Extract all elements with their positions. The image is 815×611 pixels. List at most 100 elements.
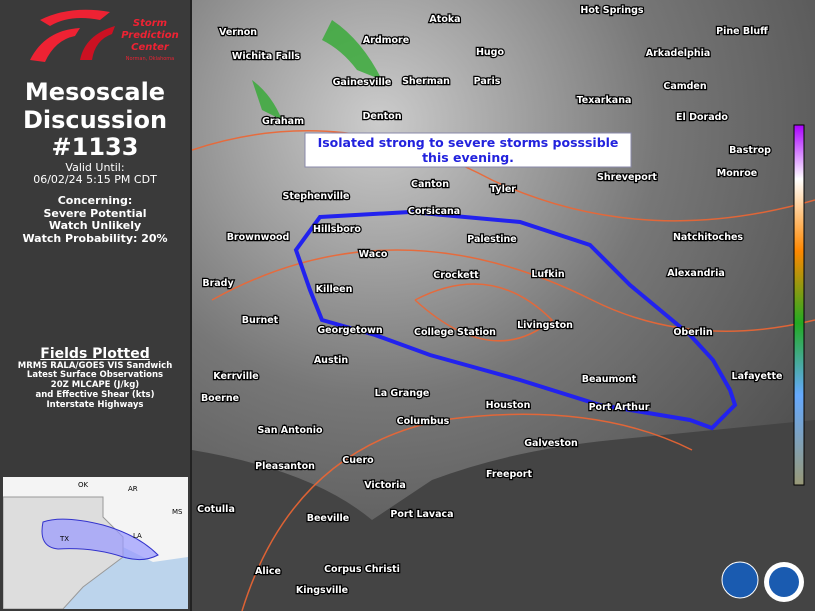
inset-area xyxy=(41,518,159,561)
city-label: Houston xyxy=(486,400,531,411)
cities: Vernon Wichita Falls Ardmore Atoka Hugo Hot S… xyxy=(196,4,784,598)
annotation: Isolated strong to severe storms posssib… xyxy=(317,135,619,165)
colorbar xyxy=(793,124,805,486)
city-label: Beaumont xyxy=(582,374,637,385)
inset-map: OK AR TX LA MS xyxy=(3,477,188,609)
city-label: La Grange xyxy=(375,388,430,399)
logo-text: Center xyxy=(131,42,170,53)
city-label: Alice xyxy=(255,566,281,577)
logo-swoosh xyxy=(80,26,115,60)
city-label: Beeville xyxy=(307,513,350,524)
city-label: Palestine xyxy=(467,234,516,245)
city-label: Tyler xyxy=(490,184,516,195)
city-label: Sherman xyxy=(402,76,450,87)
city-label: Lafayette xyxy=(732,371,783,382)
field-item: Latest Surface Observations xyxy=(26,370,164,381)
city-label: Burnet xyxy=(242,315,279,326)
city-label: Brady xyxy=(202,278,234,289)
city-label: Gainesville xyxy=(333,77,392,88)
noaa-logo xyxy=(721,561,759,599)
city-label: Lufkin xyxy=(531,269,565,280)
field-item: MRMS RALA/GOES VIS Sandwich xyxy=(17,360,173,371)
city-label: Cuero xyxy=(342,455,374,466)
field-item: 20Z MLCAPE (J/kg) xyxy=(50,380,140,391)
city-label: Oberlin xyxy=(673,327,713,338)
logo-text: Storm xyxy=(133,18,167,29)
title: #1133 xyxy=(51,133,139,162)
city-label: Freeport xyxy=(486,469,532,480)
title: Mesoscale xyxy=(24,78,166,106)
md-area xyxy=(293,209,738,431)
city-label: Brownwood xyxy=(227,232,290,243)
valid-label: Valid Until: xyxy=(65,160,125,174)
inset-label: AR xyxy=(128,485,138,493)
radar xyxy=(252,20,382,120)
valid-value: 06/02/24 5:15 PM CDT xyxy=(33,173,157,187)
city-label: Killeen xyxy=(316,284,353,295)
city-label: Bastrop xyxy=(729,145,771,156)
sidebar: Storm Prediction Center Norman, Oklahoma… xyxy=(0,0,190,611)
city-label: Waco xyxy=(359,249,388,260)
map: Vernon Wichita Falls Ardmore Atoka Hugo Hot S… xyxy=(192,0,815,611)
city-label: Texarkana xyxy=(577,95,632,106)
city-label: Atoka xyxy=(429,14,460,25)
city-label: Victoria xyxy=(364,480,406,491)
field-item: and Effective Shear (kts) xyxy=(35,390,155,401)
city-label: Port Lavaca xyxy=(390,509,453,520)
city-label: Graham xyxy=(262,116,304,127)
city-label: Wichita Falls xyxy=(232,51,301,62)
city-label: Crockett xyxy=(433,270,479,281)
city-label: Monroe xyxy=(717,168,757,179)
city-label: College Station xyxy=(414,327,496,338)
concerning: Watch Probability: 20% xyxy=(22,231,168,245)
field-item: Interstate Highways xyxy=(46,399,144,410)
city-label: Livingston xyxy=(517,320,573,331)
inset-labels: OK AR TX LA MS xyxy=(59,481,183,543)
title: Discussion xyxy=(22,105,168,134)
city-label: San Antonio xyxy=(257,425,323,436)
concerning: Watch Unlikely xyxy=(48,219,142,233)
city-label: Pleasanton xyxy=(255,461,315,472)
city-label: Austin xyxy=(314,355,349,366)
city-label: Corsicana xyxy=(408,206,460,217)
city-label: Denton xyxy=(363,111,402,122)
city-label: Kerrville xyxy=(213,371,258,382)
city-label: Arkadelphia xyxy=(646,48,711,59)
city-label: Port Arthur xyxy=(589,402,650,413)
city-label: Pine Bluff xyxy=(716,26,768,37)
city-label: Stephenville xyxy=(282,191,349,202)
logo-place: Norman, Oklahoma xyxy=(126,56,175,62)
city-label: Boerne xyxy=(201,393,239,404)
city-label: Georgetown xyxy=(317,325,383,336)
logo-swoosh xyxy=(40,9,110,26)
city-label: Corpus Christi xyxy=(324,564,400,575)
concerning: Concerning: xyxy=(57,194,133,208)
gulf xyxy=(192,420,815,611)
logo-text: Prediction xyxy=(121,30,178,41)
city-label: Shreveport xyxy=(597,172,657,183)
city-label: Hot Springs xyxy=(580,5,643,16)
city-label: Columbus xyxy=(397,416,450,427)
nws-logo-inner xyxy=(769,567,799,597)
inset-label: LA xyxy=(133,532,142,540)
logo-swoosh xyxy=(30,28,80,62)
city-label: Canton xyxy=(411,179,449,190)
city-label: El Dorado xyxy=(676,112,728,123)
city-label: Natchitoches xyxy=(673,232,743,243)
logo: Storm Prediction Center Norman, Oklahoma xyxy=(30,9,179,62)
city-label: Kingsville xyxy=(296,585,348,596)
fields-title: Fields Plotted xyxy=(40,345,150,362)
city-label: Hugo xyxy=(476,47,505,58)
city-label: Galveston xyxy=(524,438,578,449)
city-label: Paris xyxy=(474,76,501,87)
annotation-wrap: Isolated strong to severe storms posssib… xyxy=(317,135,619,165)
city-label: Alexandria xyxy=(667,268,725,279)
city-label: Hillsboro xyxy=(313,224,361,235)
city-label: Cotulla xyxy=(197,504,235,515)
concerning: Severe Potential xyxy=(43,206,147,220)
inset-label: MS xyxy=(172,508,183,516)
annotation-box xyxy=(304,132,632,168)
inset-label: TX xyxy=(59,535,69,543)
city-label: Vernon xyxy=(219,27,257,38)
